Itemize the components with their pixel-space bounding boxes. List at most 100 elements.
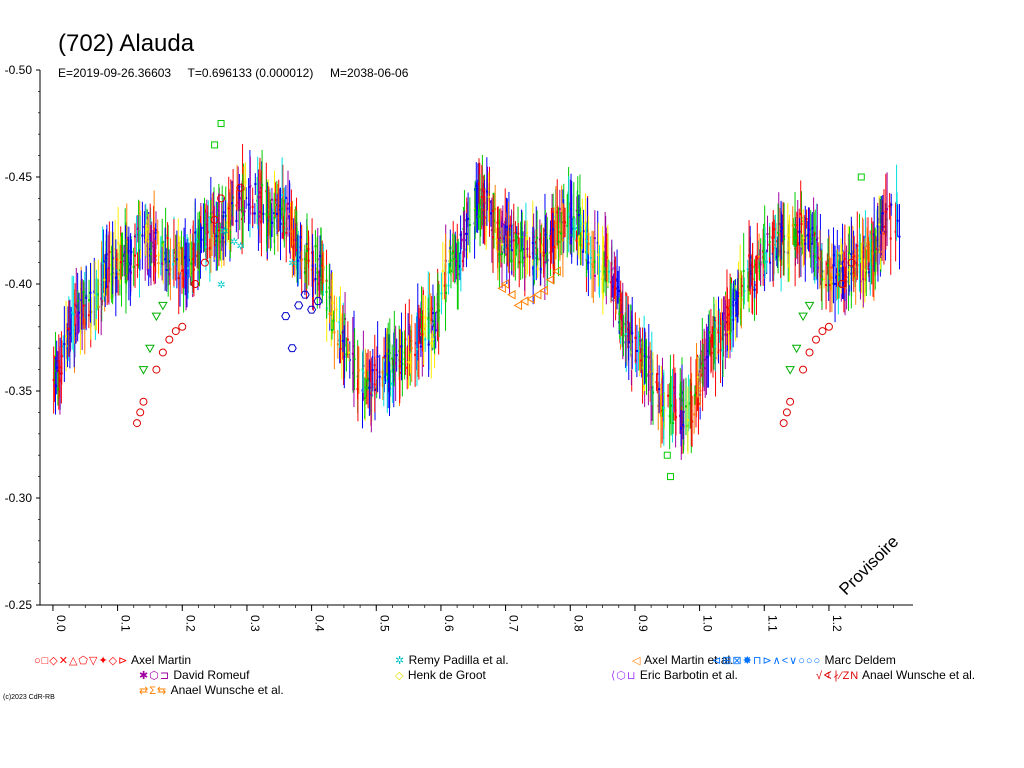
data-point — [119, 261, 122, 264]
data-point — [574, 227, 577, 230]
data-point — [126, 263, 129, 266]
data-point: ✲ — [236, 241, 244, 252]
data-point — [72, 313, 75, 316]
data-point — [493, 219, 496, 222]
data-point — [798, 245, 801, 248]
data-point — [269, 212, 272, 215]
data-point — [862, 278, 865, 281]
data-point — [649, 370, 652, 373]
data-point — [433, 323, 436, 326]
data-point — [294, 238, 297, 241]
data-point — [318, 278, 321, 281]
data-point — [363, 397, 366, 400]
data-point — [457, 255, 460, 258]
data-point — [119, 259, 122, 262]
data-point — [611, 285, 614, 288]
data-point — [794, 223, 797, 226]
data-point — [114, 247, 117, 250]
data-point — [641, 364, 644, 367]
data-point — [857, 173, 865, 181]
data-point — [567, 213, 570, 216]
data-point — [166, 237, 169, 240]
data-point — [672, 422, 675, 425]
data-point — [610, 267, 613, 270]
data-point — [273, 216, 276, 219]
data-point — [388, 387, 391, 390]
data-point — [661, 381, 664, 384]
data-point — [73, 315, 76, 318]
data-point — [763, 250, 766, 253]
data-point — [756, 257, 759, 260]
data-point — [226, 221, 229, 224]
data-point — [66, 347, 69, 350]
data-point — [365, 386, 368, 389]
data-point — [635, 349, 638, 352]
data-point — [211, 141, 219, 149]
data-point — [848, 268, 851, 271]
data-point — [618, 312, 621, 315]
data-point — [213, 225, 216, 228]
data-point — [130, 250, 133, 253]
data-point — [536, 267, 539, 270]
legend-label: Axel Martin — [131, 653, 192, 667]
data-point — [489, 212, 492, 215]
data-point — [759, 263, 762, 266]
legend-item: ⟨⬡⊔ Eric Barbotin et al. — [611, 668, 738, 682]
data-point — [141, 234, 144, 237]
data-point — [631, 332, 634, 335]
data-point — [154, 231, 157, 234]
legend-symbols: ⟨⬡⊔ — [611, 670, 637, 682]
data-point — [886, 208, 889, 211]
data-point — [657, 405, 660, 408]
data-point — [504, 225, 507, 228]
data-point — [804, 237, 807, 240]
data-point — [305, 250, 308, 253]
data-point — [621, 317, 624, 320]
data-point — [479, 209, 482, 212]
data-point — [103, 278, 106, 281]
data-point — [240, 196, 243, 199]
data-point — [803, 238, 806, 241]
data-point — [625, 328, 628, 331]
legend-item: √∢∤⁄ZN Anael Wunsche et al. — [816, 668, 975, 682]
data-point — [129, 272, 132, 275]
data-point — [427, 317, 430, 320]
data-point — [662, 406, 665, 409]
data-point — [585, 240, 588, 243]
data-point — [191, 262, 194, 265]
legend-symbols: ✱⬡⊐ — [139, 670, 171, 682]
data-point — [670, 404, 673, 407]
data-point — [860, 267, 863, 270]
data-point — [587, 242, 590, 245]
data-point — [382, 381, 385, 384]
legend-item: ○□◇✕△⬠▽✦◇⊳ Axel Martin — [34, 653, 191, 667]
data-point — [75, 304, 78, 307]
data-point — [387, 377, 390, 380]
data-point — [185, 275, 188, 278]
data-point — [449, 259, 452, 262]
data-point — [546, 252, 549, 255]
data-point — [869, 266, 872, 269]
data-point — [110, 273, 113, 276]
data-point — [165, 268, 168, 271]
data-point — [739, 296, 742, 299]
data-point — [663, 409, 666, 412]
data-point — [158, 301, 168, 311]
data-point — [699, 387, 702, 390]
data-point — [190, 262, 193, 265]
x-tick-label: 0.2 — [183, 615, 197, 632]
data-point — [333, 331, 336, 334]
data-point — [338, 321, 341, 324]
data-point — [222, 236, 225, 239]
data-point — [65, 335, 68, 338]
data-point — [428, 328, 431, 331]
data-point — [492, 210, 495, 213]
data-point — [375, 368, 378, 371]
data-point — [799, 212, 802, 215]
data-point — [651, 368, 654, 371]
data-point — [101, 277, 104, 280]
data-point — [740, 298, 743, 301]
data-point — [627, 341, 630, 344]
legend-label: David Romeuf — [173, 668, 250, 682]
data-point — [203, 223, 206, 226]
